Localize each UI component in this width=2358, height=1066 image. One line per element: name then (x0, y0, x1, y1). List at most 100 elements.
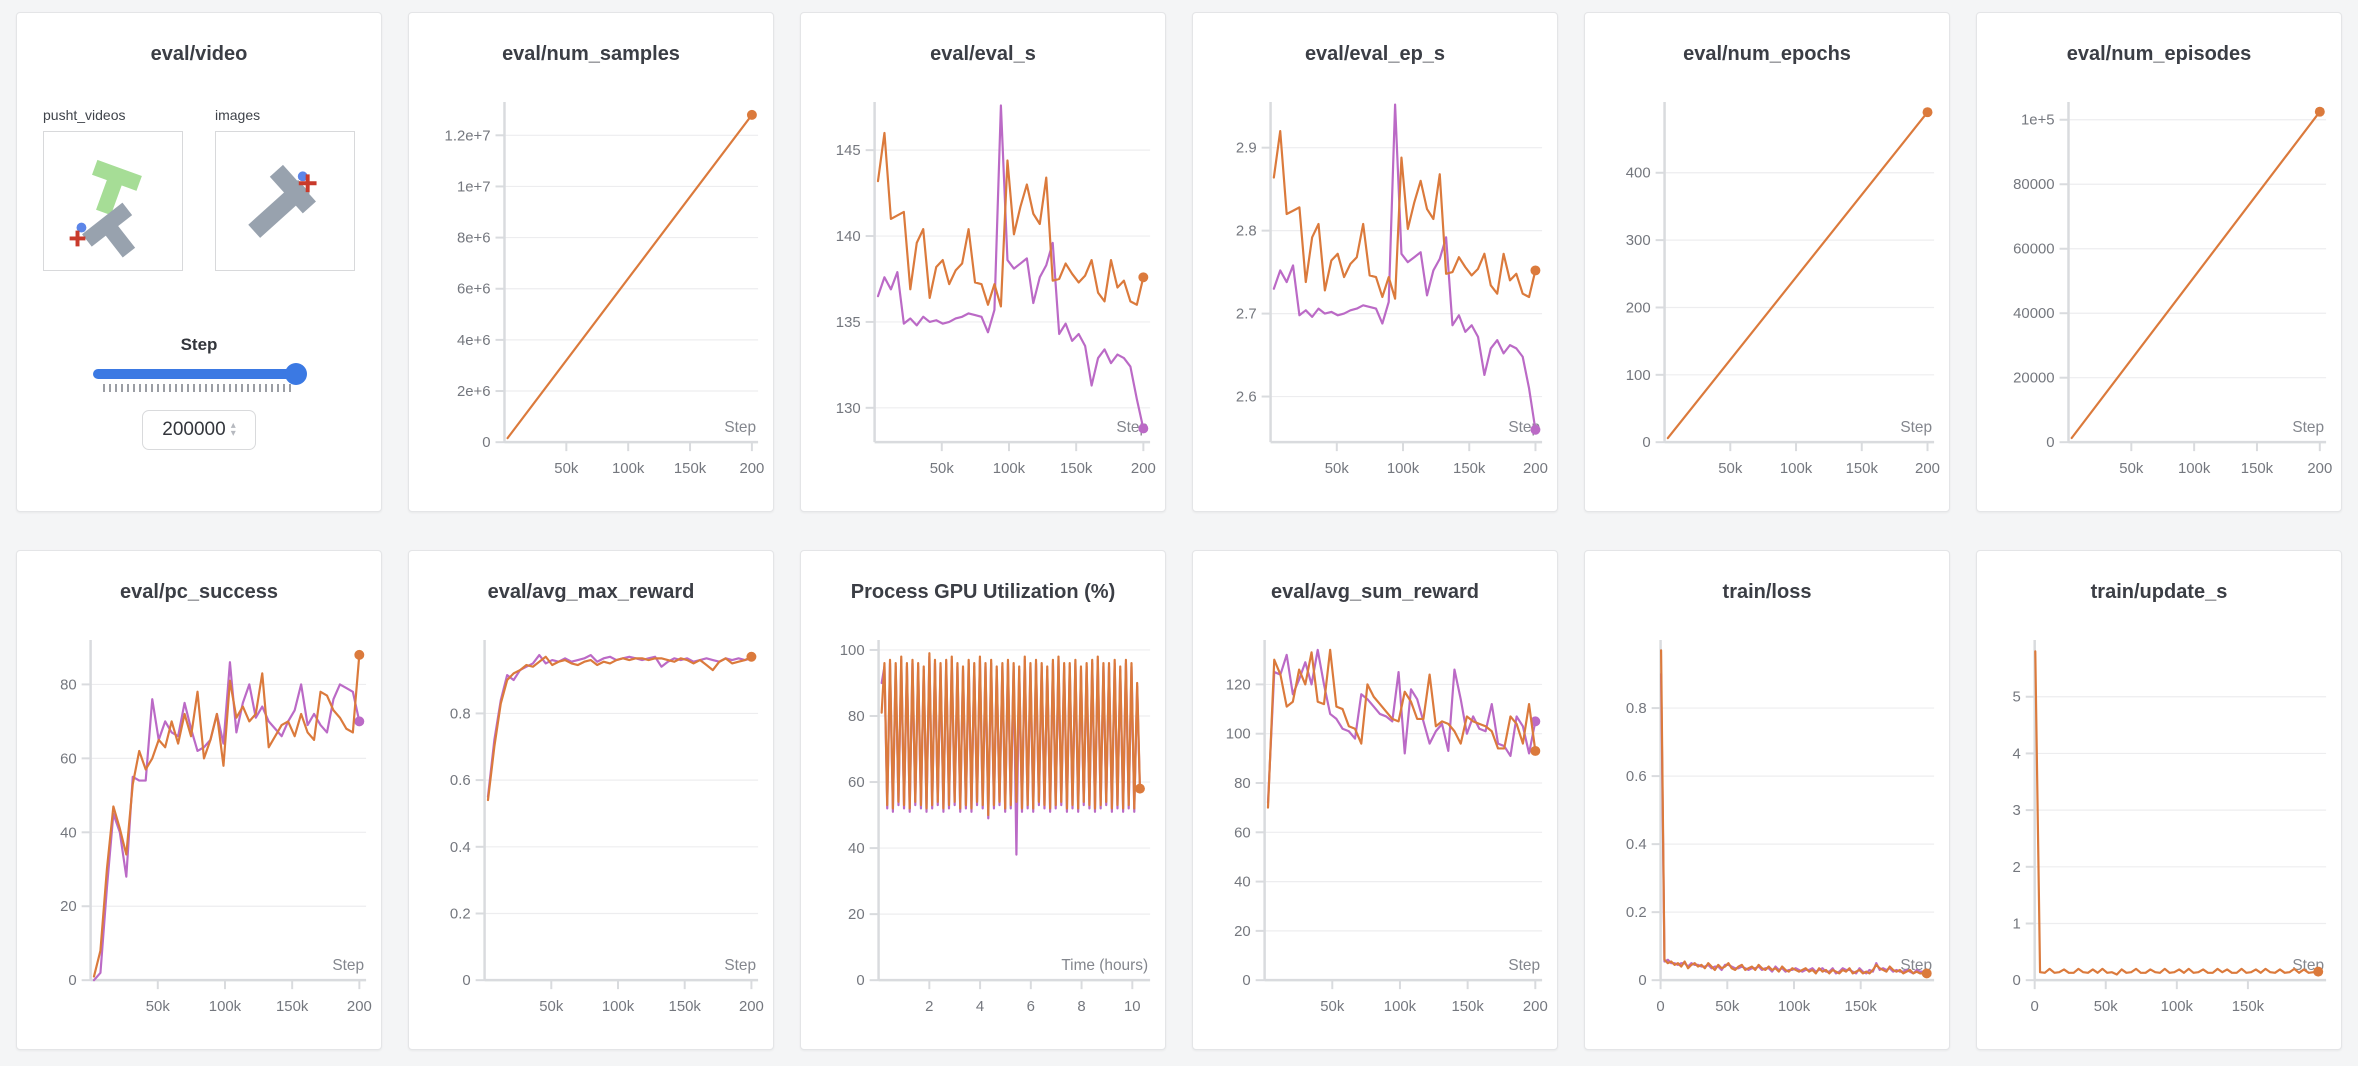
svg-text:50k: 50k (2094, 999, 2119, 1015)
slider-ruler (103, 384, 295, 392)
svg-text:Time (hours): Time (hours) (1061, 957, 1148, 974)
svg-text:0: 0 (1656, 999, 1664, 1015)
svg-text:135: 135 (836, 315, 861, 331)
svg-text:0: 0 (2031, 999, 2039, 1015)
svg-text:200: 200 (739, 461, 764, 477)
svg-text:2.7: 2.7 (1236, 307, 1257, 323)
svg-text:6: 6 (1027, 999, 1035, 1015)
svg-text:0: 0 (462, 973, 470, 989)
line-chart-eval-avg-sum-reward[interactable]: 0 20 40 60 80 100 120 50k 100k 150k 200 Step (1193, 629, 1557, 1033)
line-chart-eval-num-episodes[interactable]: 0 20000 40000 60000 80000 1e+5 50k 100k 150k 200 S… (1977, 91, 2341, 495)
panel-eval-video: eval/video pusht_videos (16, 12, 382, 512)
line-chart-process-gpu-utilization[interactable]: 0 20 40 60 80 100 2 4 6 8 10 Time (hours) (801, 629, 1165, 1033)
spinner-up-icon[interactable]: ▴ (230, 420, 236, 431)
svg-text:50k: 50k (146, 999, 171, 1015)
line-chart-eval-avg-max-reward[interactable]: 0 0.2 0.4 0.6 0.8 50k 100k 150k 200 Step (409, 629, 773, 1033)
svg-text:20: 20 (848, 907, 865, 923)
svg-text:150k: 150k (1846, 461, 1879, 477)
svg-text:20: 20 (60, 899, 77, 915)
svg-text:2.8: 2.8 (1236, 224, 1257, 240)
svg-text:Step: Step (2292, 419, 2324, 436)
panel-title: eval/video (150, 43, 248, 65)
svg-text:0: 0 (856, 973, 864, 989)
panel-eval-eval-s: eval/eval_s 130 135 140 145 50k 100k 150k 200 St… (800, 12, 1166, 512)
svg-text:0: 0 (2046, 435, 2054, 451)
svg-text:0.2: 0.2 (1626, 905, 1647, 921)
line-chart-eval-num-samples[interactable]: 0 2e+6 4e+6 6e+6 8e+6 1e+7 1.2e+7 50k 100k 150k 20… (409, 91, 773, 495)
svg-text:200: 200 (1131, 461, 1156, 477)
svg-text:Step: Step (724, 419, 756, 436)
svg-text:3: 3 (2012, 803, 2020, 819)
panel-eval-avg-sum-reward: eval/avg_sum_reward 0 20 40 60 80 100 120 50k 10… (1192, 550, 1558, 1050)
chart-title: eval/pc_success (120, 581, 278, 603)
panel-eval-num-epochs: eval/num_epochs 0 100 200 300 400 50k 100k 150k… (1584, 12, 1950, 512)
line-chart-eval-pc-success[interactable]: 0 20 40 60 80 50k 100k 150k 200 Step (17, 629, 381, 1033)
svg-text:150k: 150k (2232, 999, 2265, 1015)
chart-title: eval/avg_max_reward (487, 581, 695, 603)
svg-text:1.2e+7: 1.2e+7 (445, 128, 491, 144)
svg-text:100k: 100k (602, 999, 635, 1015)
panel-process-gpu-utilization: Process GPU Utilization (%) 0 20 40 60 80 100… (800, 550, 1166, 1050)
pusht-scene-image (69, 159, 142, 258)
panel-eval-eval-ep-s: eval/eval_ep_s 2.6 2.7 2.8 2.9 50k 100k 150k 20… (1192, 12, 1558, 512)
svg-text:40: 40 (848, 841, 865, 857)
chart-title: eval/eval_s (930, 43, 1036, 65)
svg-text:80: 80 (1234, 776, 1251, 792)
chart-title: eval/num_episodes (2066, 43, 2252, 65)
step-slider-label: Step (180, 335, 218, 354)
step-value: 200000 (162, 419, 226, 440)
step-slider-track[interactable] (93, 363, 307, 385)
svg-text:6e+6: 6e+6 (457, 282, 491, 298)
media-label: images (215, 107, 261, 123)
svg-text:100k: 100k (1780, 461, 1813, 477)
svg-text:0: 0 (1242, 973, 1250, 989)
svg-text:0.2: 0.2 (450, 906, 471, 922)
svg-text:8: 8 (1077, 999, 1085, 1015)
video-thumbnail-pusht[interactable] (43, 131, 183, 271)
step-slider-block: Step 200000 ▴ ▾ (17, 335, 381, 450)
svg-text:100: 100 (840, 643, 865, 659)
line-chart-eval-num-epochs[interactable]: 0 100 200 300 400 50k 100k 150k 200 Step (1585, 91, 1949, 495)
svg-text:40: 40 (60, 825, 77, 841)
chart-title: Process GPU Utilization (%) (850, 581, 1116, 603)
svg-text:150k: 150k (276, 999, 309, 1015)
svg-text:400: 400 (1626, 166, 1651, 182)
svg-text:200: 200 (1626, 300, 1651, 316)
panel-eval-pc-success: eval/pc_success 0 20 40 60 80 50k 100k 150k 200 S… (16, 550, 382, 1050)
svg-text:4: 4 (2012, 746, 2020, 762)
step-number-input[interactable]: 200000 ▴ ▾ (142, 410, 256, 450)
svg-text:60: 60 (60, 751, 77, 767)
svg-text:0: 0 (482, 435, 490, 451)
chart-title: eval/avg_sum_reward (1271, 581, 1479, 603)
svg-text:140: 140 (836, 229, 861, 245)
svg-text:50k: 50k (1718, 461, 1743, 477)
svg-text:120: 120 (1226, 677, 1251, 693)
svg-text:145: 145 (836, 143, 861, 159)
svg-text:2.9: 2.9 (1236, 141, 1257, 157)
chart-title: eval/num_samples (502, 43, 680, 65)
svg-text:100k: 100k (1778, 999, 1811, 1015)
step-slider-thumb[interactable] (285, 363, 307, 385)
svg-text:150k: 150k (1453, 461, 1486, 477)
svg-text:60: 60 (848, 775, 865, 791)
svg-text:0.4: 0.4 (450, 840, 471, 856)
svg-text:0.6: 0.6 (450, 773, 471, 789)
svg-text:20000: 20000 (2013, 371, 2054, 387)
svg-text:20: 20 (1234, 924, 1251, 940)
chart-title: eval/num_epochs (1683, 43, 1851, 65)
svg-text:2: 2 (2012, 860, 2020, 876)
svg-text:100k: 100k (2161, 999, 2194, 1015)
spinner-down-icon[interactable]: ▾ (230, 428, 236, 439)
chart-title: train/update_s (2090, 581, 2228, 603)
svg-text:50k: 50k (539, 999, 564, 1015)
svg-text:130: 130 (836, 401, 861, 417)
video-thumbnail-images[interactable] (215, 131, 355, 271)
svg-text:1: 1 (2012, 916, 2020, 932)
svg-text:80000: 80000 (2013, 177, 2054, 193)
svg-text:2e+6: 2e+6 (457, 384, 491, 400)
